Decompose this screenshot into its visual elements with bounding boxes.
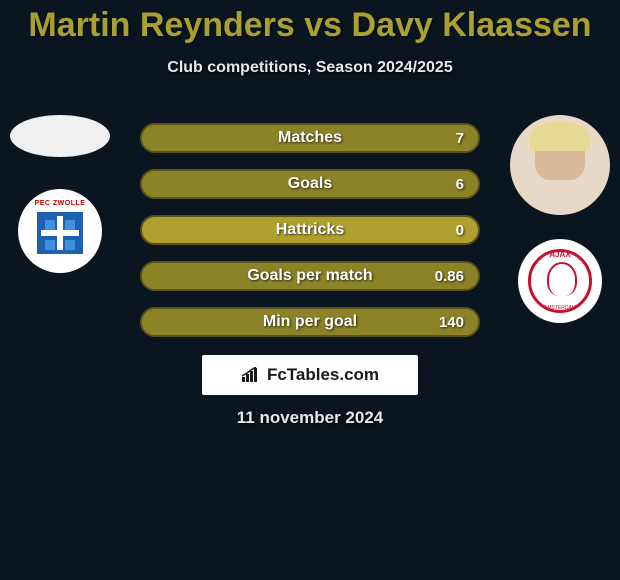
stat-bar: Hattricks0 <box>140 215 480 245</box>
bar-label: Matches <box>142 125 478 151</box>
page-title: Martin Reynders vs Davy Klaassen <box>0 0 620 45</box>
bar-label: Goals per match <box>142 263 478 289</box>
ajax-ring-icon: AJAX AMSTERDAM <box>528 249 592 313</box>
stat-bars: Matches7Goals6Hattricks0Goals per match0… <box>140 123 480 353</box>
stat-bar: Min per goal140 <box>140 307 480 337</box>
club-right-text-bottom: AMSTERDAM <box>531 305 589 311</box>
club-left-text: PEC ZWOLLE <box>31 200 89 207</box>
bar-label: Goals <box>142 171 478 197</box>
badge-text: FcTables.com <box>267 365 379 385</box>
bar-value-right: 6 <box>456 171 464 197</box>
stat-bar: Matches7 <box>140 123 480 153</box>
club-left-badge: PEC ZWOLLE <box>18 189 102 273</box>
player-left-column: PEC ZWOLLE <box>10 115 110 273</box>
chart-icon <box>241 367 261 383</box>
bar-value-right: 7 <box>456 125 464 151</box>
date-text: 11 november 2024 <box>0 408 620 428</box>
bar-value-right: 140 <box>439 309 464 335</box>
stat-bar: Goals per match0.86 <box>140 261 480 291</box>
player-right-avatar <box>510 115 610 215</box>
bar-value-right: 0.86 <box>435 263 464 289</box>
stat-bar: Goals6 <box>140 169 480 199</box>
bar-label: Hattricks <box>142 217 478 243</box>
bar-label: Min per goal <box>142 309 478 335</box>
pec-shield-icon <box>37 212 83 254</box>
player-left-avatar <box>10 115 110 157</box>
club-right-badge: AJAX AMSTERDAM <box>518 239 602 323</box>
subtitle: Club competitions, Season 2024/2025 <box>0 59 620 77</box>
fctables-badge: FcTables.com <box>202 355 418 395</box>
bar-value-right: 0 <box>456 217 464 243</box>
club-right-text-top: AJAX <box>531 250 589 259</box>
player-right-column: AJAX AMSTERDAM <box>510 115 610 323</box>
